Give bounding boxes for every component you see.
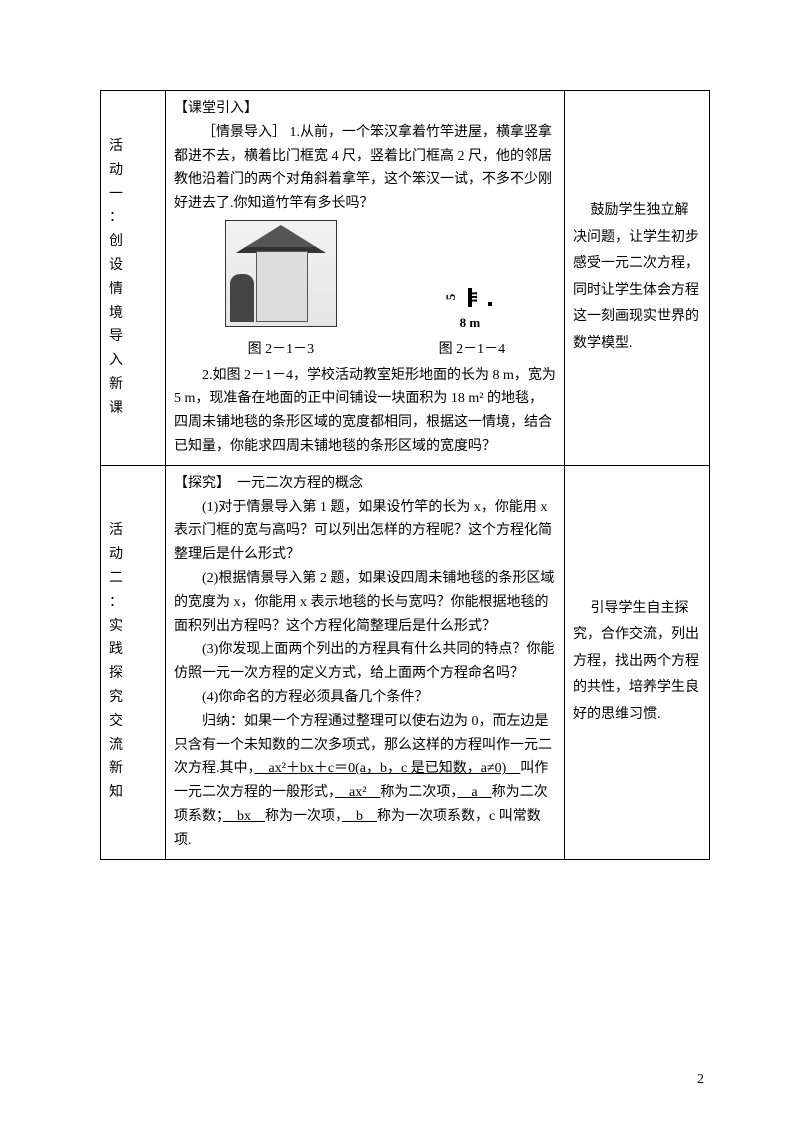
- figure-2-1-4: 5 m 8 m 图 2－1－4: [439, 284, 506, 362]
- carpet-rect-figure: 5 m 8 m: [458, 284, 487, 336]
- table-row: 活动二：实践探究交流新知 【探究】 一元二次方程的概念 (1)对于情景导入第 1…: [101, 465, 710, 859]
- rect-inner: [488, 302, 492, 306]
- activity-1-label: 活动一：创设情境导入新课: [109, 135, 157, 421]
- row2-q4: (4)你命名的方程必须具备几个条件？: [174, 686, 556, 710]
- sum-e: 称为一次项，: [265, 809, 342, 824]
- underline-general-form: ax²＋bx＋c＝0(a，b，c 是已知数，a≠0): [255, 761, 521, 776]
- row2-q3: (3)你发现上面两个列出的方程具有什么共同的特点？你能仿照一元一次方程的定义方式…: [174, 638, 556, 686]
- figure-2-1-3: 图 2－1－3: [225, 220, 337, 362]
- row2-q2: (2)根据情景导入第 2 题，如果设四周未铺地毯的条形区域的宽度为 x，你能用 …: [174, 567, 556, 638]
- fig2-caption: 图 2－1－4: [439, 338, 506, 362]
- figures-row: 图 2－1－3 5 m 8 m 图 2－1－4: [174, 220, 556, 362]
- row2-head: 【探究】 一元二次方程的概念: [174, 472, 556, 496]
- fig1-caption: 图 2－1－3: [225, 338, 337, 362]
- dim-width: 8 m: [460, 312, 481, 334]
- activity-2-content-cell: 【探究】 一元二次方程的概念 (1)对于情景导入第 1 题，如果设竹竿的长为 x…: [166, 465, 565, 859]
- activity-2-label: 活动二：实践探究交流新知: [109, 519, 157, 805]
- underline-a: a: [457, 785, 491, 800]
- row1-para1: ［情景导入］ 1.从前，一个笨汉拿着竹竿进屋，横拿竖拿都进不去，横着比门框宽 4…: [174, 121, 556, 216]
- rect-outer: 5 m: [468, 288, 472, 307]
- dim-height: 5 m: [440, 289, 484, 305]
- row2-note: 引导学生自主探究，合作交流，列出方程，找出两个方程的共性，培养学生良好的思维习惯…: [573, 596, 701, 729]
- activity-1-note-cell: 鼓励学生独立解决问题，让学生初步感受一元二次方程，同时让学生体会方程这一刻画现实…: [565, 91, 710, 466]
- underline-b: b: [342, 809, 377, 824]
- activity-2-note-cell: 引导学生自主探究，合作交流，列出方程，找出两个方程的共性，培养学生良好的思维习惯…: [565, 465, 710, 859]
- underline-ax2: ax²: [335, 785, 380, 800]
- activity-2-label-cell: 活动二：实践探究交流新知: [101, 465, 166, 859]
- activity-1-content-cell: 【课堂引入】 ［情景导入］ 1.从前，一个笨汉拿着竹竿进屋，横拿竖拿都进不去，横…: [166, 91, 565, 466]
- page: 活动一：创设情境导入新课 【课堂引入】 ［情景导入］ 1.从前，一个笨汉拿着竹竿…: [0, 0, 800, 1132]
- page-number: 2: [697, 1068, 704, 1092]
- sum-c: 称为二次项，: [380, 785, 457, 800]
- lesson-table: 活动一：创设情境导入新课 【课堂引入】 ［情景导入］ 1.从前，一个笨汉拿着竹竿…: [100, 90, 710, 860]
- table-row: 活动一：创设情境导入新课 【课堂引入】 ［情景导入］ 1.从前，一个笨汉拿着竹竿…: [101, 91, 710, 466]
- row1-para2: 2.如图 2－1－4，学校活动教室矩形地面的长为 8 m，宽为 5 m，现准备在…: [174, 364, 556, 459]
- activity-1-label-cell: 活动一：创设情境导入新课: [101, 91, 166, 466]
- underline-bx: bx: [223, 809, 265, 824]
- person-icon: [230, 274, 254, 322]
- row2-summary: 归纳：如果一个方程通过整理可以使右边为 0，而左边是只含有一个未知数的二次多项式…: [174, 710, 556, 853]
- row1-head: 【课堂引入】: [174, 97, 556, 121]
- row2-q1: (1)对于情景导入第 1 题，如果设竹竿的长为 x，你能用 x 表示门框的宽与高…: [174, 496, 556, 567]
- row1-note: 鼓励学生独立解决问题，让学生初步感受一元二次方程，同时让学生体会方程这一刻画现实…: [573, 198, 701, 358]
- gate-illustration: [225, 220, 337, 327]
